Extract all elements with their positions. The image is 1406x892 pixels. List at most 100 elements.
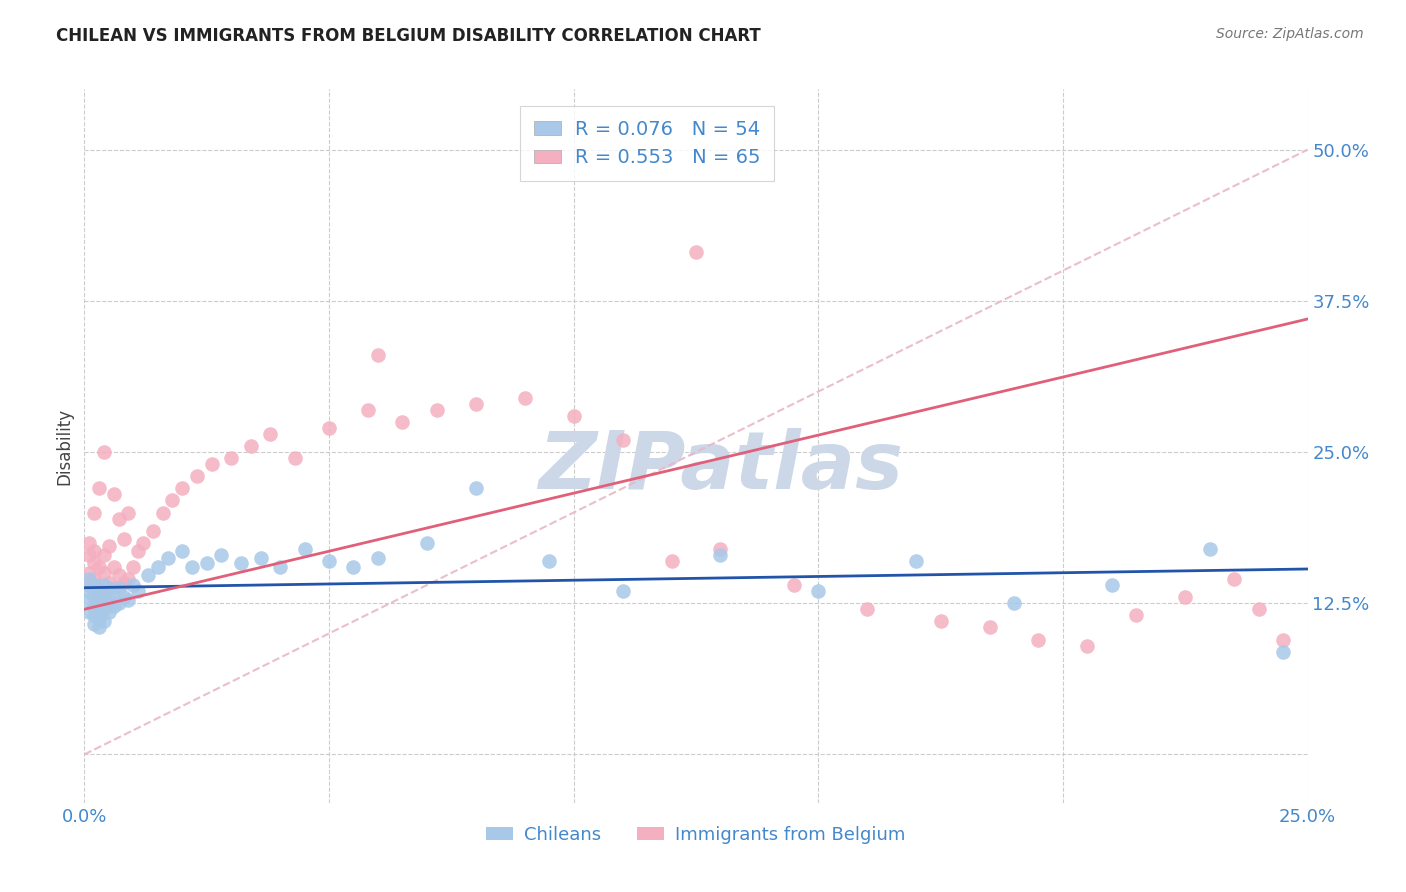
Point [103, 599, 125, 613]
Point [97, 540, 120, 554]
Point [87, 581, 110, 595]
Point [87, 560, 110, 574]
Point [1272, 632, 1295, 647]
Point [87, 590, 110, 604]
Point [77, 584, 100, 599]
Point [807, 584, 830, 599]
Point [93, 602, 115, 616]
Point [709, 541, 731, 556]
Point [83, 599, 105, 614]
Point [259, 426, 281, 441]
Point [249, 551, 271, 566]
Point [146, 560, 169, 574]
Point [661, 554, 683, 568]
Text: ZIPatlas: ZIPatlas [538, 428, 903, 507]
Point [513, 391, 536, 405]
Point [83, 557, 105, 571]
Point [294, 541, 316, 556]
Point [219, 451, 242, 466]
Point [1076, 639, 1098, 653]
Point [103, 586, 125, 600]
Point [367, 348, 389, 362]
Point [122, 578, 145, 592]
Point [172, 481, 194, 495]
Point [97, 592, 120, 607]
Point [83, 578, 105, 592]
Point [93, 615, 115, 629]
Point [97, 575, 120, 590]
Point [156, 551, 179, 566]
Point [77, 535, 100, 549]
Point [103, 581, 125, 595]
Point [132, 535, 155, 549]
Point [97, 605, 120, 619]
Point [709, 548, 731, 562]
Point [1198, 541, 1220, 556]
Point [152, 506, 174, 520]
Point [93, 590, 115, 604]
Point [357, 402, 380, 417]
Point [464, 397, 486, 411]
Point [107, 568, 129, 582]
Point [93, 445, 115, 459]
Point [685, 245, 707, 260]
Point [929, 615, 952, 629]
Point [87, 592, 110, 607]
Point [77, 548, 100, 562]
Point [195, 557, 218, 571]
Point [87, 578, 110, 592]
Point [117, 592, 139, 607]
Point [83, 616, 105, 631]
Point [142, 524, 165, 538]
Point [117, 572, 139, 586]
Point [1247, 602, 1270, 616]
Point [136, 568, 159, 582]
Point [112, 575, 135, 590]
Point [905, 554, 928, 568]
Point [83, 584, 105, 599]
Point [77, 605, 100, 619]
Point [97, 581, 120, 595]
Point [93, 584, 115, 599]
Point [87, 612, 110, 626]
Point [103, 560, 125, 574]
Point [112, 590, 135, 604]
Point [87, 602, 110, 616]
Point [269, 560, 291, 574]
Point [122, 560, 145, 574]
Point [77, 572, 100, 586]
Point [1101, 578, 1123, 592]
Point [856, 602, 879, 616]
Point [612, 584, 634, 599]
Point [77, 592, 100, 607]
Point [1002, 596, 1025, 610]
Point [83, 608, 105, 623]
Point [284, 451, 307, 466]
Point [172, 544, 194, 558]
Point [200, 457, 222, 471]
Point [83, 544, 105, 558]
Point [186, 469, 208, 483]
Point [77, 578, 100, 592]
Text: Source: ZipAtlas.com: Source: ZipAtlas.com [1216, 27, 1364, 41]
Point [612, 433, 634, 447]
Point [107, 511, 129, 525]
Point [209, 548, 232, 562]
Point [1272, 645, 1295, 659]
Point [783, 578, 806, 592]
Point [391, 415, 413, 429]
Text: CHILEAN VS IMMIGRANTS FROM BELGIUM DISABILITY CORRELATION CHART: CHILEAN VS IMMIGRANTS FROM BELGIUM DISAB… [56, 27, 761, 45]
Point [107, 581, 129, 595]
Point [93, 578, 115, 592]
Point [1174, 590, 1197, 604]
Point [93, 548, 115, 562]
Point [107, 596, 129, 610]
Point [93, 566, 115, 580]
Point [127, 584, 149, 599]
Legend: Chileans, Immigrants from Belgium: Chileans, Immigrants from Belgium [479, 819, 912, 851]
Point [181, 560, 204, 574]
Point [416, 535, 439, 549]
Point [464, 481, 486, 495]
Point [367, 551, 389, 566]
Point [1028, 632, 1050, 647]
